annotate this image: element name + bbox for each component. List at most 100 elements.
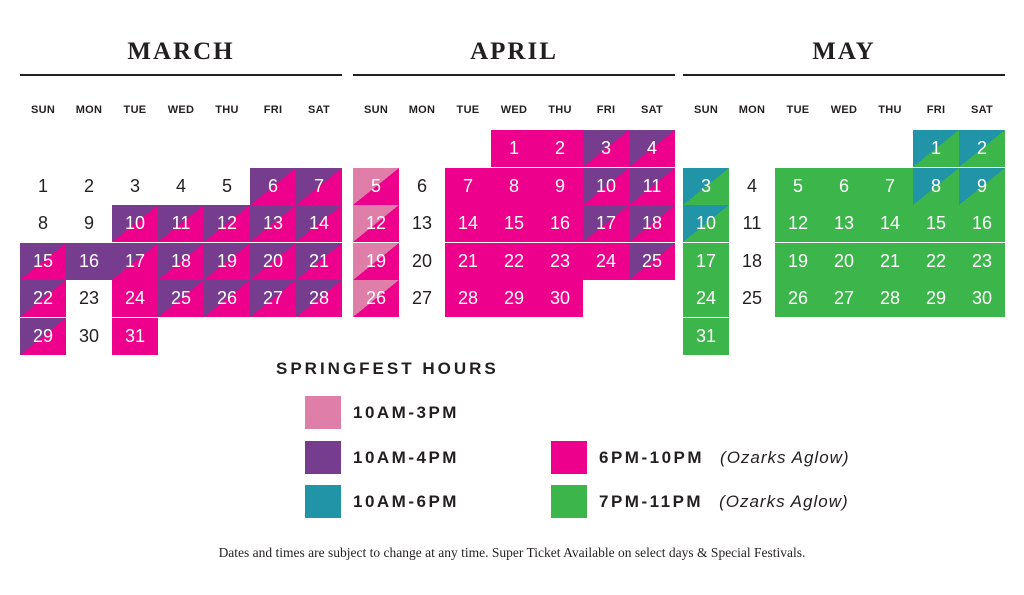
weekday-label: FRI [596,104,616,116]
day-cell: 2 [66,168,112,205]
day-cell: 12 [353,205,399,242]
day-number: 22 [925,250,947,271]
day-cell: 16 [537,205,583,242]
day-cell: 31 [683,317,729,355]
legend-label: 10AM-3PM [353,402,459,422]
day-cell: 20 [250,242,296,280]
day-cell: 9 [959,167,1005,205]
day-number: 16 [78,250,100,271]
day-cell: 5 [353,167,399,205]
day-cell: 25 [629,242,675,280]
day-cell: 20 [399,243,445,280]
month-title: MAY [812,38,876,65]
month-april: APRIL SUN MON TUE WED THU FRI SAT 1 2 3 4 5 6 7 8 9 10 11 1… [353,0,675,360]
day-cell: 3 [112,168,158,205]
day-number: 11 [171,213,191,233]
weekday-label: WED [830,104,858,116]
day-number: 4 [746,175,757,196]
day-cell: 12 [204,205,250,242]
day-cell: 14 [296,205,342,242]
day-number: 3 [700,175,711,196]
legend-item: 6PM-10PM (Ozarks Aglow) [551,441,850,474]
day-cell: 14 [867,205,913,242]
day-number: 26 [216,288,238,308]
day-number: 16 [549,213,571,233]
day-cell: 5 [775,167,821,205]
day-cell: 23 [537,242,583,280]
day-cell: 13 [821,205,867,242]
day-cell: 15 [20,242,66,280]
day-cell: 20 [821,242,867,280]
day-number: 11 [742,213,762,233]
day-cell: 30 [66,318,112,355]
weekday-label: TUE [123,104,147,116]
day-number: 19 [365,250,387,271]
day-number: 2 [83,175,94,196]
day-cell: 17 [112,242,158,280]
day-number: 12 [216,213,238,233]
day-number: 13 [833,213,855,233]
day-cell: 18 [729,243,775,280]
day-cell: 6 [399,168,445,205]
day-number: 4 [175,175,186,196]
day-number: 4 [646,138,657,158]
day-number: 29 [32,325,54,346]
day-number: 10 [595,175,617,196]
legend-note: (Ozarks Aglow) [720,447,850,467]
day-number: 17 [695,250,717,271]
day-cell: 22 [913,242,959,280]
day-cell: 10 [112,205,158,242]
day-cell: 13 [250,205,296,242]
day-number: 21 [457,250,479,271]
day-cell: 28 [296,280,342,317]
day-number: 25 [741,288,763,308]
day-cell: 9 [537,167,583,205]
day-cell: 21 [445,242,491,280]
day-cell: 2 [537,130,583,167]
weekday-label: TUE [786,104,810,116]
day-number: 11 [642,175,662,196]
day-number: 3 [129,175,140,196]
day-cell: 28 [867,280,913,317]
day-number: 20 [411,250,433,271]
day-number: 29 [503,288,525,308]
day-cell: 8 [491,167,537,205]
day-number: 21 [308,250,330,271]
day-number: 2 [976,138,987,158]
day-cell: 29 [913,280,959,317]
day-number: 13 [262,213,284,233]
day-number: 2 [554,138,565,158]
legend-label: 10AM-4PM [353,447,459,467]
day-cell: 11 [158,205,204,242]
day-cell: 31 [112,317,158,355]
day-cell: 7 [296,167,342,205]
weekday-label: THU [878,104,902,116]
day-cell: 21 [867,242,913,280]
day-number: 14 [308,213,330,233]
legend-swatch [305,396,341,429]
legend-item: 10AM-6PM [305,485,459,518]
day-number: 14 [879,213,901,233]
day-number: 29 [925,288,947,308]
day-number: 10 [124,213,146,233]
legend-swatch [305,485,341,518]
day-cell: 23 [959,242,1005,280]
day-cell: 24 [683,280,729,317]
day-cell: 1 [913,130,959,167]
day-cell: 4 [729,168,775,205]
day-cell: 9 [66,205,112,242]
day-number: 14 [457,213,479,233]
day-number: 23 [549,250,571,271]
day-cell: 6 [821,167,867,205]
legend-item: 7PM-11PM (Ozarks Aglow) [551,485,849,518]
day-number: 24 [595,250,617,271]
day-cell: 22 [491,242,537,280]
day-cell: 19 [775,242,821,280]
day-cell: 16 [959,205,1005,242]
day-number: 25 [170,288,192,308]
day-number: 28 [457,288,479,308]
day-number: 27 [833,288,855,308]
month-divider [353,74,675,76]
legend-swatch [305,441,341,474]
day-number: 9 [976,175,987,196]
